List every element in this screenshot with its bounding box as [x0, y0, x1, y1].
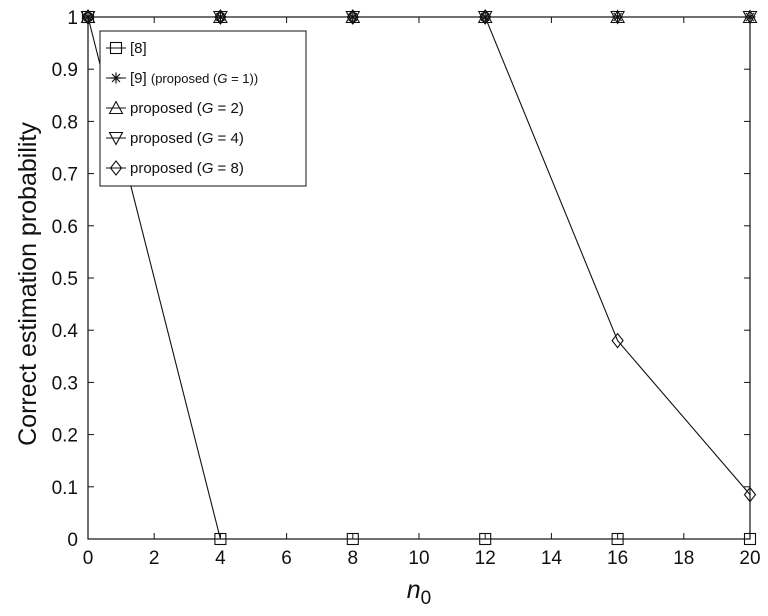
x-tick-label: 14	[541, 548, 563, 569]
legend-label-text: proposed (	[130, 160, 202, 177]
x-axis-label: n0	[407, 576, 431, 609]
legend-item: [8]	[106, 40, 147, 57]
y-axis-label: Correct estimation probability	[14, 122, 42, 446]
data-point-diamond	[611, 332, 624, 349]
y-tick-label: 0.7	[52, 165, 78, 186]
y-tick-label: 0.6	[52, 217, 78, 238]
legend-marker-triangle-down	[108, 131, 124, 146]
legend-label-text: proposed (	[130, 130, 202, 147]
legend-label: proposed (G = 8)	[130, 160, 244, 177]
ticks-layer: 0 2 4 6 8 10 12 14 16 18 20 0 0.1 0.2 0.3 0.4 0.5 0.6 0.7 0…	[52, 8, 761, 569]
x-tick-label: 4	[215, 548, 226, 569]
x-tick-label: 2	[149, 548, 160, 569]
legend-item: proposed (G = 4)	[106, 130, 244, 147]
x-tick-label: 6	[281, 548, 292, 569]
legend-label-post: = 1))	[227, 71, 258, 86]
legend-box	[99, 30, 307, 187]
legend-label-post: = 8)	[213, 160, 243, 177]
legend-label: proposed (G = 2)	[130, 100, 244, 117]
y-tick-label: 0.9	[52, 60, 78, 81]
legend-label-text: [9]	[130, 70, 151, 87]
x-tick-label: 0	[83, 548, 94, 569]
legend-label-small: (proposed (	[151, 71, 218, 86]
y-tick-label: 0.2	[52, 426, 78, 447]
x-tick-label: 8	[348, 548, 359, 569]
legend-label: [8]	[130, 40, 147, 57]
legend-marker-asterisk	[110, 72, 122, 84]
y-tick-label: 0.4	[52, 321, 79, 342]
legend-label-post: = 4)	[213, 130, 243, 147]
x-axis-label-subscript: 0	[421, 588, 432, 609]
x-tick-label: 20	[739, 548, 760, 569]
x-tick-label: 10	[408, 548, 429, 569]
y-tick-label: 0.3	[52, 373, 78, 394]
x-tick-label: 16	[607, 548, 628, 569]
legend: [8][9] (proposed (G = 1))proposed (G = 2…	[99, 30, 307, 187]
legend-label-text: proposed (	[130, 100, 202, 117]
x-tick-label: 18	[673, 548, 694, 569]
y-tick-label: 1	[67, 8, 78, 29]
y-tick-label: 0.5	[52, 269, 78, 290]
y-tick-label: 0.1	[52, 478, 78, 499]
legend-label-text: [8]	[130, 40, 147, 57]
legend-label-var: G	[202, 130, 214, 147]
legend-label: [9] (proposed (G = 1))	[130, 70, 258, 87]
x-axis-label-main: n	[407, 576, 421, 604]
data-point-triangle-down	[610, 10, 626, 25]
legend-label-var: G	[217, 71, 227, 86]
x-tick-label: 12	[475, 548, 496, 569]
legend-item: proposed (G = 8)	[106, 160, 244, 177]
legend-label-var: G	[202, 160, 214, 177]
data-point-diamond	[214, 9, 227, 25]
legend-item: proposed (G = 2)	[106, 100, 244, 117]
legend-marker-diamond	[109, 160, 123, 176]
legend-marker-square	[109, 41, 123, 55]
data-point-diamond	[81, 9, 95, 25]
data-point-diamond	[743, 486, 757, 503]
legend-label-post: = 2)	[213, 100, 243, 117]
y-tick-label: 0	[67, 530, 78, 551]
data-point-diamond	[479, 9, 492, 25]
legend-label-var: G	[202, 100, 214, 117]
legend-item: [9] (proposed (G = 1))	[106, 70, 258, 87]
data-point-diamond	[346, 9, 359, 25]
y-tick-label: 0.8	[52, 112, 78, 133]
legend-label: proposed (G = 4)	[130, 130, 244, 147]
legend-marker-triangle-up	[108, 100, 124, 115]
